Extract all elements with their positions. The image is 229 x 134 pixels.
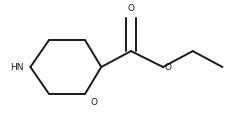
Text: O: O	[164, 62, 170, 72]
Text: O: O	[90, 98, 98, 107]
Text: HN: HN	[10, 62, 23, 72]
Text: O: O	[127, 4, 134, 13]
